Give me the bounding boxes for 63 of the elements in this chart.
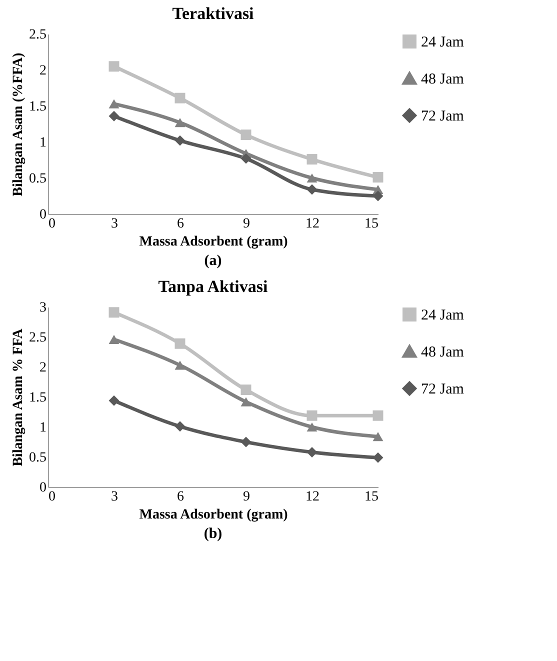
chart-title: Teraktivasi (172, 4, 254, 23)
point (306, 173, 318, 183)
x-tick-label: 6 (177, 216, 184, 232)
point (306, 422, 318, 432)
point (174, 118, 186, 128)
x-tick-label: 6 (177, 490, 184, 504)
legend-label: 48 Jam (421, 72, 464, 88)
point (240, 153, 252, 164)
point (174, 135, 186, 146)
y-tick-label: 2.5 (29, 28, 46, 42)
y-tick-label: 0.5 (29, 172, 46, 186)
y-tick-label: 1.5 (29, 100, 46, 114)
x-tick-label: 3 (111, 490, 118, 504)
y-tick-label: 2.5 (29, 330, 46, 346)
point (240, 436, 252, 448)
x-tick-label: 15 (364, 216, 378, 232)
legend-label: 24 Jam (421, 34, 464, 50)
point (174, 92, 186, 104)
y-axis-title: Bilangan Asam (%FFA) (11, 52, 26, 196)
y-tick-label: 1 (40, 420, 46, 436)
legend-label: 24 Jam (421, 308, 464, 324)
point (372, 172, 384, 183)
point (306, 154, 318, 165)
text: (a) (204, 253, 222, 269)
y-tick-label: 2 (40, 360, 46, 376)
y-tick-label: 2 (40, 64, 46, 78)
point (108, 99, 120, 108)
x-tick-label: 9 (243, 216, 250, 232)
point (372, 190, 384, 202)
y-axis-title: Bilangan Asam % FFA (11, 328, 26, 466)
point (108, 307, 120, 318)
x-tick-label: 12 (306, 490, 320, 504)
legend-label: 72 Jam (421, 382, 464, 398)
x-tick-label: 12 (306, 216, 320, 232)
x-tick-label: 9 (243, 490, 250, 504)
y-tick-label: 0.5 (29, 450, 46, 466)
point (240, 384, 252, 396)
point (108, 61, 120, 72)
legend-label: 48 Jam (421, 344, 464, 360)
point (372, 410, 384, 421)
point (108, 110, 120, 122)
point (108, 334, 120, 344)
point (372, 432, 384, 442)
point (306, 184, 318, 195)
chart-title: Tanpa Aktivasi (158, 277, 268, 296)
point (306, 410, 318, 421)
point (174, 421, 186, 432)
y-tick-label: 3 (40, 300, 46, 316)
text: (b) (204, 526, 222, 542)
y-tick-label: 1 (40, 136, 46, 150)
legend-label: 72 Jam (421, 108, 464, 124)
x-axis-title: Massa Adsorbent (gram) (139, 508, 288, 522)
point (306, 446, 318, 458)
point (108, 395, 120, 406)
x-axis-title: Massa Adsorbent (gram) (139, 234, 288, 250)
point (174, 360, 186, 370)
x-tick-label: 3 (111, 216, 118, 232)
x-tick-label: 15 (364, 490, 378, 504)
point (174, 338, 186, 349)
point (372, 452, 384, 463)
point (240, 397, 252, 406)
point (240, 130, 252, 140)
y-tick-label: 1.5 (29, 390, 46, 406)
